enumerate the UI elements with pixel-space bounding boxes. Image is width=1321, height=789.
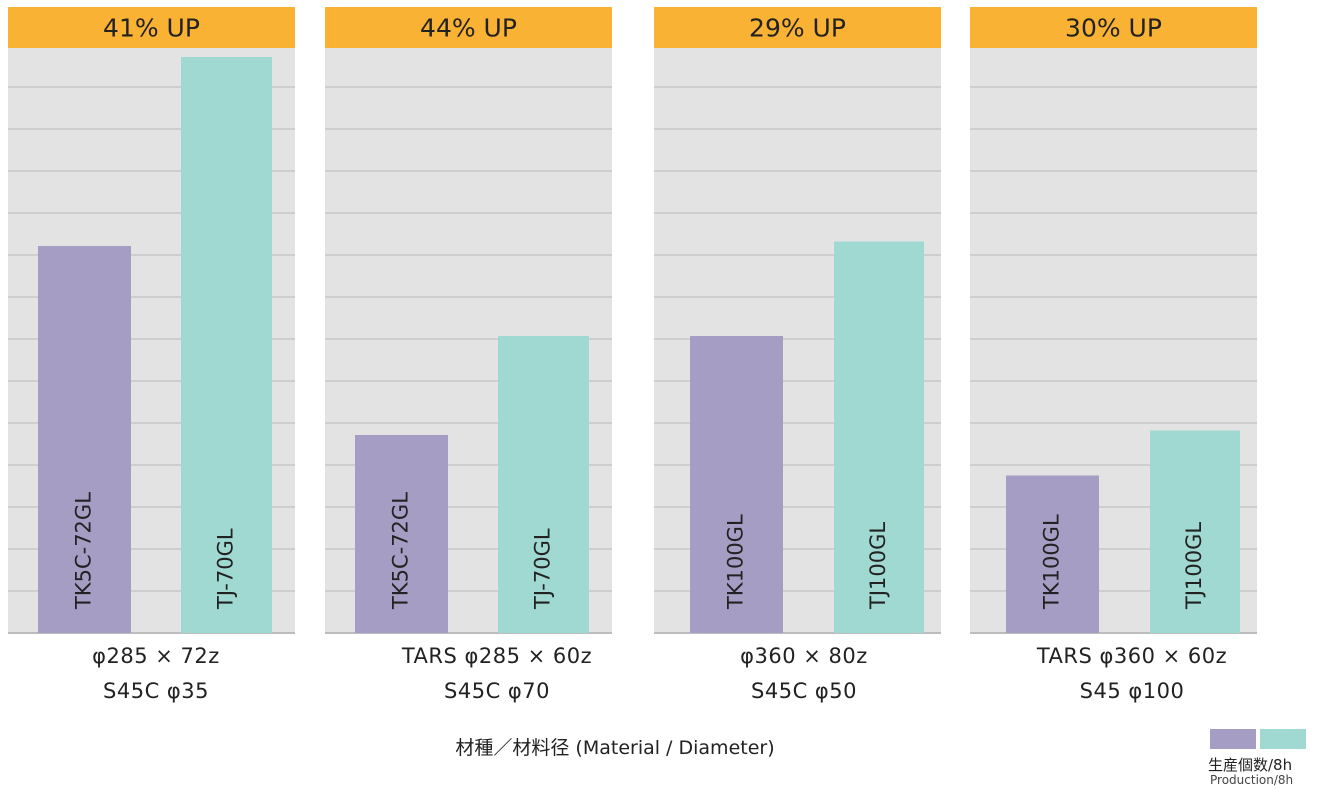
bar-label: TJ-70GL [531,528,555,610]
chart-group-3: 29% UP TK100GL TJ100GL [654,7,941,634]
legend-unit-label-en: Production/8h [1210,773,1294,787]
header-band [325,7,612,48]
tool-spec-caption: φ360 × 80z [740,644,868,668]
tool-spec-caption: φ285 × 72z [92,644,220,668]
bar [181,57,272,633]
material-caption: S45C φ50 [751,679,857,703]
chart-group-1: 41% UP TK5C-72GL TJ-70GL [8,7,295,634]
tool-spec-caption: TARS φ360 × 60z [1036,644,1228,668]
material-caption: S45C φ35 [103,679,209,703]
bar-label: TK5C-72GL [389,492,413,610]
bar-label: TJ-70GL [214,528,238,610]
bar [690,336,783,633]
x-axis-label: 材種／材料径 (Material / Diameter) [455,737,775,759]
tool-spec-caption: TARS φ285 × 60z [401,644,593,668]
chart-group-4: 30% UP TK100GL TJ100GL [970,7,1257,634]
increase-label: 44% UP [420,14,517,43]
material-caption: S45C φ70 [444,679,550,703]
legend-swatch-a [1210,729,1256,749]
material-caption: S45 φ100 [1079,679,1185,703]
bar-label: TJ100GL [866,522,890,610]
legend-unit-label: 生産個数/8h [1208,756,1293,774]
increase-label: 41% UP [103,14,200,43]
increase-label: 29% UP [749,14,846,43]
bar [834,241,924,633]
header-band [654,7,941,48]
bar-label: TK100GL [724,514,748,610]
bar [38,246,131,633]
header-band [8,7,295,48]
bar [1006,475,1099,633]
increase-label: 30% UP [1065,14,1162,43]
bar-label: TK5C-72GL [72,492,96,610]
bar-label: TJ100GL [1182,522,1206,610]
bar-label: TK100GL [1040,514,1064,610]
header-band [970,7,1257,48]
bar [1150,430,1240,633]
bar [498,336,589,633]
chart-group-2: 44% UP TK5C-72GL TJ-70GL [325,7,612,634]
legend-swatch-b [1260,729,1306,749]
bar [355,435,448,633]
